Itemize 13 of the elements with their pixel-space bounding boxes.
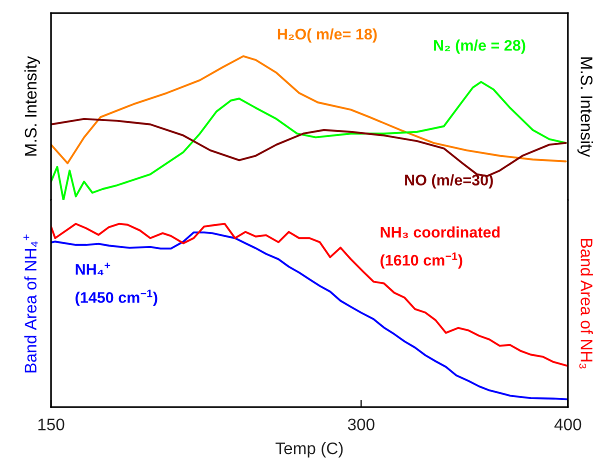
y2-axis-title: M.S. Intensity: [577, 57, 593, 157]
y2-axis-title: Band Area of NH₃: [579, 238, 593, 369]
x-tick-label: 400: [554, 418, 582, 430]
x-tick-label: 300: [348, 418, 374, 430]
series-label: NO (m/e=30): [405, 174, 493, 188]
text: NH₄$^{+}$ (1450 cm$^{−1}$): [76, 262, 158, 306]
series-label: H₂O( m/e= 18): [278, 28, 377, 43]
x-axis-title: Temp (C): [276, 442, 343, 458]
series-label: NH₃ coordinated (1610 cm$^{−1}$): [380, 226, 500, 269]
y-axis-title: M.S. Intensity: [24, 56, 40, 156]
x-tick-label: 150: [38, 418, 64, 430]
y-axis-title: Band Area of NH₄$^{+}$: [23, 234, 38, 372]
text: N₂ (m/e = 28): [434, 40, 526, 54]
